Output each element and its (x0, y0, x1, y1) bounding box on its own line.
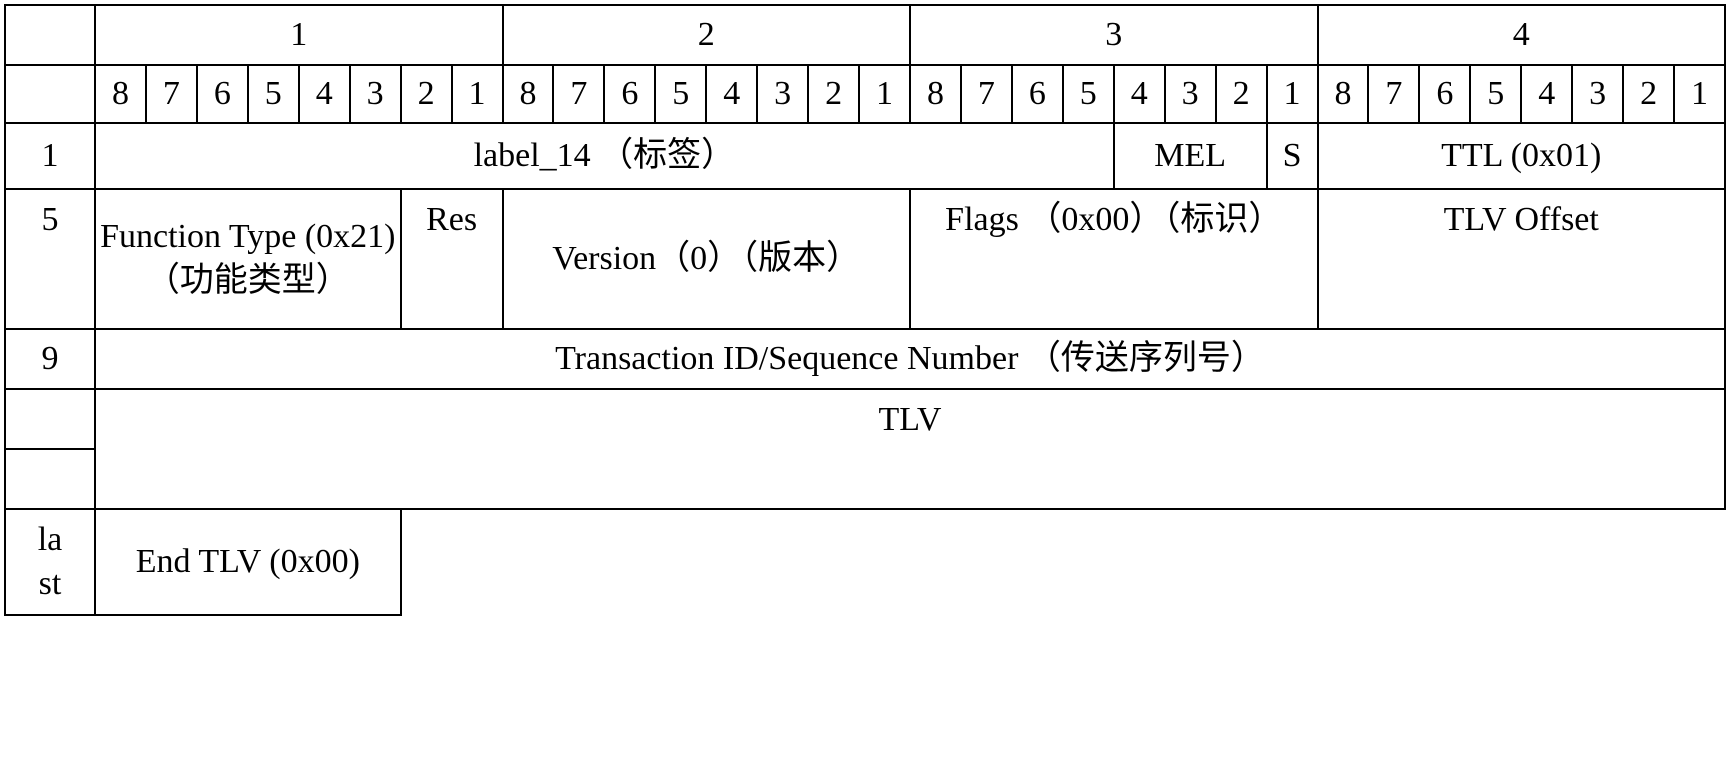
field-res: Res (401, 189, 503, 329)
bit-cell: 2 (1216, 65, 1267, 123)
field-mel: MEL (1114, 123, 1267, 189)
bit-cell: 8 (910, 65, 961, 123)
bit-header-blank (5, 65, 95, 123)
bit-cell: 1 (1267, 65, 1318, 123)
empty-last (401, 509, 1725, 615)
field-version: Version（0）（版本） (503, 189, 911, 329)
bit-cell: 3 (1572, 65, 1623, 123)
bit-cell: 1 (1674, 65, 1725, 123)
row-tlv-top: TLV (5, 389, 1725, 449)
bit-cell: 5 (248, 65, 299, 123)
bit-cell: 5 (1470, 65, 1521, 123)
bit-cell: 3 (1165, 65, 1216, 123)
bit-cell: 5 (655, 65, 706, 123)
field-label14: label_14 （标签） (95, 123, 1114, 189)
bit-cell: 6 (1419, 65, 1470, 123)
bit-cell: 2 (808, 65, 859, 123)
bit-cell: 6 (197, 65, 248, 123)
bit-cell: 1 (859, 65, 910, 123)
bit-cell: 6 (604, 65, 655, 123)
row-index-tlv2 (5, 449, 95, 509)
bit-cell: 7 (553, 65, 604, 123)
bit-cell: 3 (350, 65, 401, 123)
row-last: la st End TLV (0x00) (5, 509, 1725, 615)
bit-cell: 8 (503, 65, 554, 123)
row-index-1: 1 (5, 123, 95, 189)
field-ttl: TTL (0x01) (1318, 123, 1726, 189)
byte-group-4: 4 (1318, 5, 1726, 65)
bit-cell: 7 (146, 65, 197, 123)
row-index-tlv1 (5, 389, 95, 449)
byte-group-3: 3 (910, 5, 1318, 65)
field-tlv: TLV (95, 389, 1725, 509)
field-function-type: Function Type (0x21) （功能类型） (95, 189, 401, 329)
field-tlv-offset: TLV Offset (1318, 189, 1726, 329)
field-flags: Flags （0x00）（标识） (910, 189, 1318, 329)
bit-cell: 2 (1623, 65, 1674, 123)
bit-cell: 8 (1318, 65, 1369, 123)
bit-cell: 1 (452, 65, 503, 123)
field-end-tlv: End TLV (0x00) (95, 509, 401, 615)
bit-cell: 4 (299, 65, 350, 123)
bit-header-row: 8 7 6 5 4 3 2 1 8 7 6 5 4 3 2 1 8 7 6 5 … (5, 65, 1725, 123)
byte-header-row: 1 2 3 4 (5, 5, 1725, 65)
byte-group-2: 2 (503, 5, 911, 65)
field-s: S (1267, 123, 1318, 189)
byte-header-blank (5, 5, 95, 65)
packet-format-table: 1 2 3 4 8 7 6 5 4 3 2 1 8 7 6 5 4 3 2 1 … (4, 4, 1726, 616)
row-5: 5 Function Type (0x21) （功能类型） Res Versio… (5, 189, 1725, 329)
field-transaction-id: Transaction ID/Sequence Number （传送序列号） (95, 329, 1725, 389)
byte-group-1: 1 (95, 5, 503, 65)
bit-cell: 7 (961, 65, 1012, 123)
bit-cell: 4 (706, 65, 757, 123)
row-index-9: 9 (5, 329, 95, 389)
bit-cell: 6 (1012, 65, 1063, 123)
row-1: 1 label_14 （标签） MEL S TTL (0x01) (5, 123, 1725, 189)
bit-cell: 8 (95, 65, 146, 123)
row-9: 9 Transaction ID/Sequence Number （传送序列号） (5, 329, 1725, 389)
bit-cell: 5 (1063, 65, 1114, 123)
bit-cell: 4 (1114, 65, 1165, 123)
bit-cell: 3 (757, 65, 808, 123)
bit-cell: 2 (401, 65, 452, 123)
row-index-5: 5 (5, 189, 95, 329)
bit-cell: 7 (1368, 65, 1419, 123)
row-index-last: la st (5, 509, 95, 615)
bit-cell: 4 (1521, 65, 1572, 123)
